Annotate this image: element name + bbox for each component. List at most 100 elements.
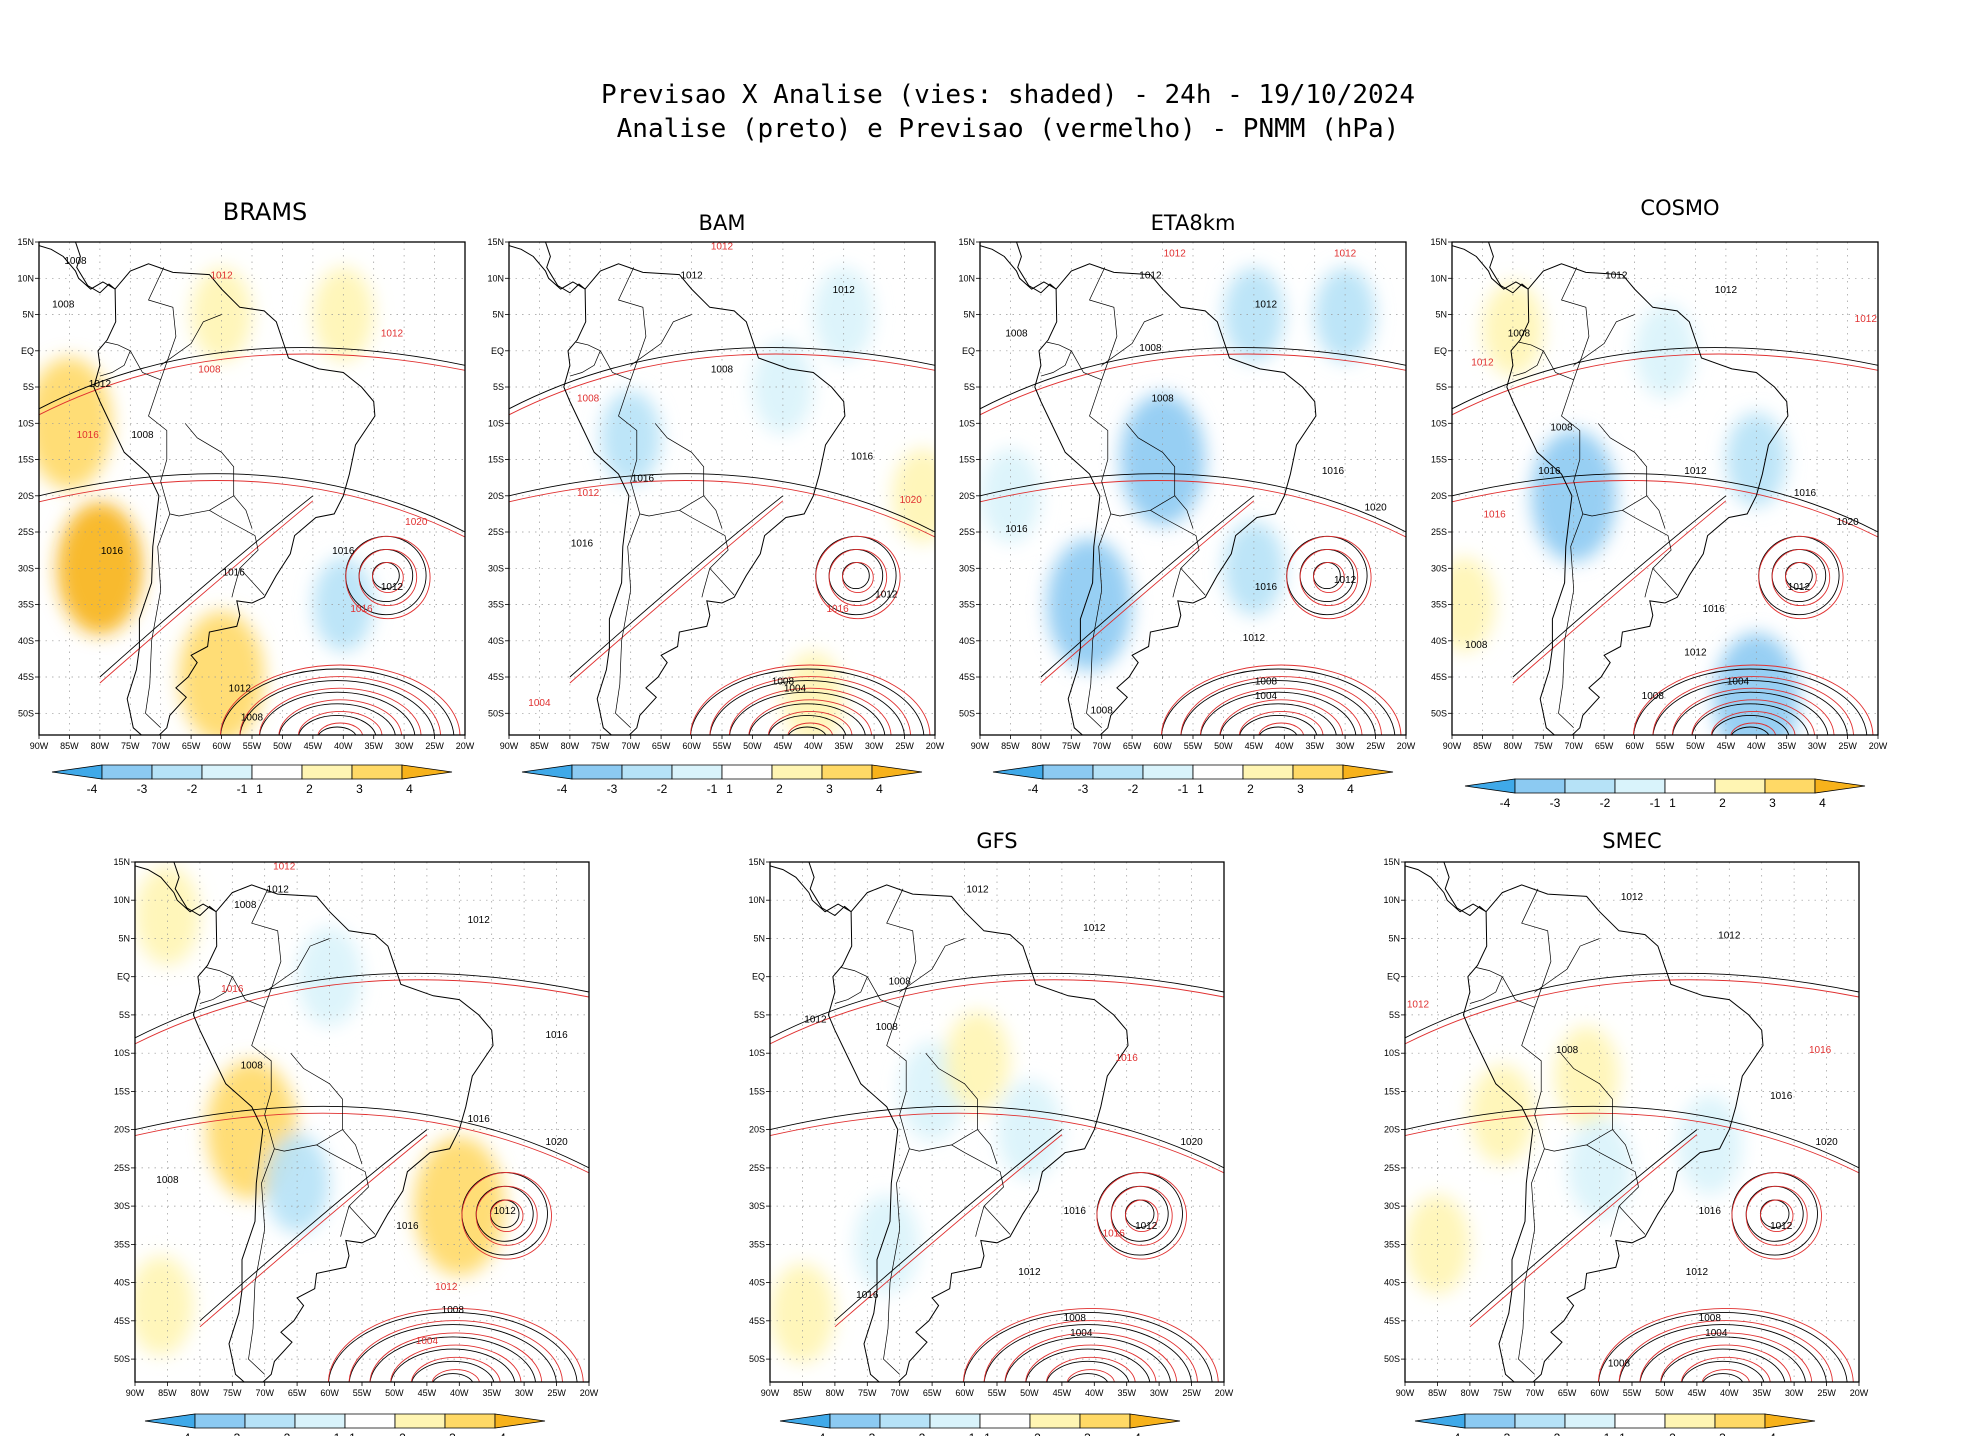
lon-tick-label: 70W: [255, 1388, 274, 1398]
isobar-label: 1008: [442, 1305, 465, 1316]
lat-tick-label: 35S: [114, 1239, 130, 1249]
isobar-label: 1008: [198, 365, 221, 376]
colorbar-label: 1: [984, 1431, 991, 1436]
lat-tick-label: 20S: [114, 1125, 130, 1135]
coastline: [1405, 862, 1487, 917]
isobar-label: 1012: [1018, 1267, 1041, 1278]
colorbar-label: -2: [657, 782, 668, 796]
country-border: [899, 938, 965, 993]
isobar-label: 1004: [1705, 1328, 1728, 1339]
colorbar-swatch: [1042, 764, 1094, 780]
isobar-label: 1008: [1151, 394, 1174, 405]
isobar-label: 1012: [468, 915, 491, 926]
isobar-label: 1016: [851, 452, 874, 463]
coastline: [93, 263, 376, 735]
forecast-isobar: [1639, 1332, 1813, 1382]
lon-tick-label: 75W: [1062, 741, 1081, 751]
colorbar-label: -4: [1028, 782, 1039, 796]
analysis-isobar: [278, 703, 396, 735]
lon-tick-label: 50W: [1655, 1388, 1674, 1398]
bias-region: [1677, 1095, 1743, 1195]
isobar-label: 1012: [229, 684, 252, 695]
forecast-isobar: [962, 1307, 1219, 1382]
lon-tick-label: 60W: [955, 1388, 974, 1398]
forecast-isobar: [135, 979, 589, 1045]
country-border: [145, 513, 171, 729]
lat-tick-label: EQ: [1434, 346, 1447, 356]
country-border: [569, 350, 601, 377]
panel-title: COSMO: [1640, 196, 1719, 220]
lon-tick-label: 50W: [385, 1388, 404, 1398]
colorbar-swatch: [1414, 1413, 1466, 1429]
isobar-label: 1012: [210, 270, 233, 281]
lon-tick-label: 25W: [425, 741, 444, 751]
analysis-isobar: [1405, 1105, 1859, 1169]
colorbar-swatch: [1564, 1413, 1616, 1429]
colorbar-label: 3: [449, 1431, 456, 1436]
lat-tick-label: 35S: [959, 600, 975, 610]
lat-tick-label: 25S: [114, 1163, 130, 1173]
analysis-isobar: [1025, 1348, 1151, 1382]
country-border: [618, 379, 705, 517]
forecast-isobar: [770, 979, 1224, 1045]
country-border: [1612, 1129, 1633, 1165]
forecast-isobar: [199, 1134, 428, 1328]
lat-tick-label: 40S: [959, 636, 975, 646]
isobar-label: 1008: [1608, 1359, 1631, 1370]
analysis-isobar: [432, 1373, 474, 1382]
forecast-isobar: [1199, 687, 1363, 735]
grid: [135, 862, 589, 1382]
lat-tick-label: 15S: [114, 1086, 130, 1096]
analysis-isobar: [135, 972, 589, 1039]
isobar-label: 1012: [494, 1206, 517, 1217]
country-border: [834, 976, 868, 1004]
lon-tick-label: 35W: [834, 741, 853, 751]
lon-tick-label: 70W: [890, 1388, 909, 1398]
analysis-isobar: [1219, 703, 1337, 735]
analysis-isobar: [1633, 668, 1868, 735]
country-border: [1174, 495, 1194, 529]
lon-tick-label: 45W: [418, 1388, 437, 1398]
colorbar-label: 1: [1197, 782, 1204, 796]
lon-tick-label: 80W: [561, 741, 580, 751]
lon-tick-label: 80W: [1032, 741, 1051, 751]
forecast-isobar: [1110, 1185, 1173, 1246]
lon-tick-label: 85W: [1473, 741, 1492, 751]
lat-tick-label: 10N: [1430, 273, 1447, 283]
lat-tick-label: 5N: [753, 934, 765, 944]
country-border: [1646, 495, 1666, 529]
isobar-label: 1012: [1164, 249, 1187, 260]
country-border: [883, 1148, 910, 1375]
coastline: [135, 862, 217, 917]
bias-region: [135, 1255, 194, 1356]
analysis-isobar: [1660, 1348, 1786, 1382]
lon-tick-label: 35W: [1117, 1388, 1136, 1398]
isobar-label: 1016: [332, 546, 355, 557]
lat-tick-label: 40S: [749, 1278, 765, 1288]
country-border: [1101, 314, 1163, 366]
lat-tick-label: 50S: [114, 1354, 130, 1364]
lon-tick-label: 90W: [761, 1388, 780, 1398]
lon-tick-label: 20W: [1397, 741, 1416, 751]
colorbar-label: 2: [1669, 1431, 1676, 1436]
lat-tick-label: 20S: [488, 491, 504, 501]
bias-region: [854, 1194, 920, 1295]
forecast-isobar: [1096, 1172, 1187, 1260]
country-border: [148, 379, 235, 517]
bias-region: [1713, 632, 1799, 735]
lon-tick-label: 90W: [500, 741, 519, 751]
isobar-label: 1012: [435, 1282, 458, 1293]
lat-tick-label: 30S: [488, 563, 504, 573]
colorbar-swatch: [621, 764, 673, 780]
isobar-label: 1016: [1699, 1206, 1722, 1217]
country-border: [886, 1007, 978, 1152]
isobar-label: 1016: [1255, 582, 1278, 593]
colorbar-label: -1: [1650, 796, 1661, 810]
analysis-isobar: [509, 473, 935, 533]
isobar-label: 1004: [784, 684, 807, 695]
country-border: [1644, 568, 1654, 598]
colorbar-swatch: [244, 1413, 296, 1429]
analysis-isobar: [1639, 1336, 1806, 1382]
lat-tick-label: 10N: [113, 895, 130, 905]
analysis-isobar: [298, 714, 377, 735]
